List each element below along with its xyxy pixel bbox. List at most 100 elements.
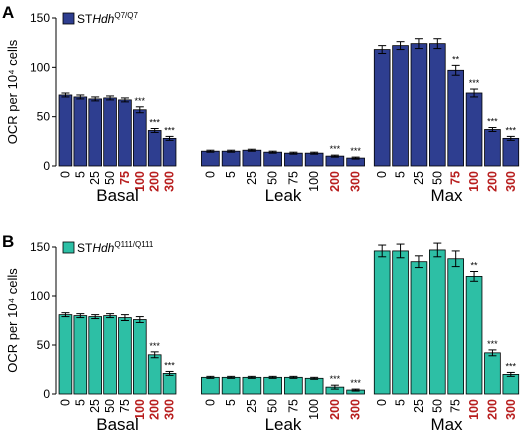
group-label: Basal [96,415,139,434]
category-label: 50 [430,399,444,413]
y-tick-label: 150 [30,240,50,254]
bar [284,152,303,167]
bar [447,69,464,167]
group-leak: 0 5 25 50 75 100 *** 200 *** 300 Leak [201,374,365,434]
bar [118,317,132,395]
category-label: 0 [58,171,72,178]
y-axis-label: OCR per 10⁴ cells [5,39,20,144]
category-label: 300 [504,399,518,420]
y-tick-label: 50 [37,110,51,124]
category-label: 25 [412,171,426,185]
bar [118,99,132,167]
bar [133,109,147,167]
bar [410,261,428,395]
bar [447,258,464,395]
significance-label: ** [471,261,479,271]
category-label: 0 [203,171,217,178]
category-label: 100 [467,399,481,420]
significance-label: *** [149,341,160,351]
category-label: 200 [485,399,499,420]
y-tick-label: 50 [37,338,51,352]
bar [201,376,220,395]
bar [484,129,501,167]
y-tick-label: 100 [30,60,50,74]
bar [103,97,117,167]
legend-swatch [62,12,75,25]
group-leak: 0 5 25 50 75 100 *** 200 *** 300 Leak [201,144,365,205]
significance-label: *** [149,118,160,128]
category-label: 0 [375,171,389,178]
significance-label: *** [506,125,517,135]
bar [58,314,73,395]
category-label: 300 [349,171,363,192]
bar [263,151,282,167]
bar [429,249,446,395]
bar [133,319,147,395]
panel-letter: B [2,232,14,251]
bar [304,377,324,395]
bar [88,316,102,395]
category-label: 300 [349,399,363,420]
category-label: 0 [375,399,389,406]
category-label: 200 [148,171,162,192]
group-label: Max [430,415,463,434]
significance-label: *** [164,360,175,370]
category-label: 300 [504,171,518,192]
group-label: Max [430,186,463,205]
category-label: 300 [163,171,177,192]
y-tick-label: 100 [30,289,50,303]
bar [465,92,483,167]
category-label: 75 [118,399,132,413]
y-tick-label: 150 [30,11,50,25]
bar [73,96,88,167]
category-label: 25 [412,399,426,413]
significance-label: *** [487,339,498,349]
category-label: 0 [203,399,217,406]
legend-label: STHdhQ111/Q111 [77,240,154,255]
category-label: 75 [286,171,300,185]
category-label: 200 [328,399,342,420]
bar [147,354,162,395]
bar [242,376,262,395]
legend-swatch [62,241,75,254]
category-label: 5 [394,171,408,178]
group-max: 0 5 25 50 ** 75 *** 100 *** 200 *** 300 Max [373,38,520,205]
category-label: 75 [118,171,132,185]
category-label: 200 [485,171,499,192]
category-label: 25 [88,399,102,413]
bar [221,150,241,167]
category-label: 75 [449,171,463,185]
bar [147,130,162,167]
significance-label: ** [452,54,460,64]
category-label: 200 [328,171,342,192]
significance-label: *** [350,378,361,388]
group-max: 0 5 25 50 75 ** 100 *** 200 *** 300 Max [373,242,520,434]
bar [465,275,483,395]
legend: STHdhQ111/Q111 [62,240,154,255]
bar [304,152,324,167]
category-label: 100 [133,399,147,420]
category-label: 25 [88,171,102,185]
category-label: 0 [58,399,72,406]
y-tick-label: 0 [43,387,50,401]
bar [392,45,409,167]
bar [263,376,282,395]
category-label: 100 [467,171,481,192]
category-label: 200 [148,399,162,420]
bar [103,315,117,395]
group-basal: 0 5 25 50 75 100 *** 200 *** 300 Basal [58,312,177,434]
bar [221,376,241,395]
category-label: 50 [266,399,280,413]
category-label: 25 [245,171,259,185]
category-label: 75 [286,399,300,413]
bar [162,373,177,395]
group-basal: 0 5 25 50 75 *** 100 *** 200 *** 300 Basal [58,92,177,205]
significance-label: *** [350,146,361,156]
category-label: 50 [103,399,117,413]
significance-label: *** [506,361,517,371]
bar [373,49,391,167]
category-label: 5 [224,171,238,178]
bar [162,137,177,167]
bar [502,373,520,395]
